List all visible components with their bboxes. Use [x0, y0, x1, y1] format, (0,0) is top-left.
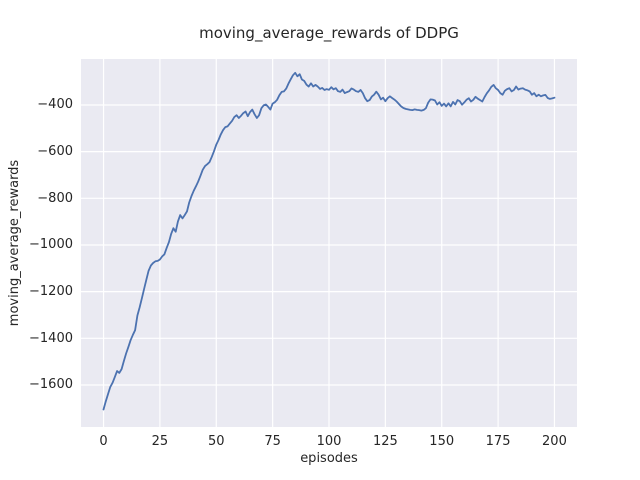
y-tick-label: −1000: [29, 237, 73, 253]
y-tick-label: −1400: [29, 330, 73, 346]
y-tick-label: −1200: [29, 284, 73, 300]
x-tick-label: 50: [207, 434, 225, 449]
y-tick-label: −1600: [29, 377, 73, 393]
x-tick-label: 25: [151, 434, 169, 449]
x-tick-label: 150: [429, 434, 455, 449]
y-tick-label: −600: [37, 144, 73, 160]
chart-title: moving_average_rewards of DDPG: [199, 24, 459, 42]
x-tick-label: 75: [264, 434, 281, 449]
x-tick-label: 200: [542, 434, 567, 449]
x-tick-label: 100: [316, 434, 342, 449]
y-tick-label: −400: [37, 97, 73, 113]
x-axis-label: episodes: [300, 451, 358, 466]
y-tick-label: −800: [37, 190, 73, 206]
x-tick-label: 0: [99, 434, 108, 449]
reward-line: [102, 71, 556, 411]
x-tick-label: 175: [485, 434, 511, 449]
x-tick-label: 125: [372, 434, 398, 449]
